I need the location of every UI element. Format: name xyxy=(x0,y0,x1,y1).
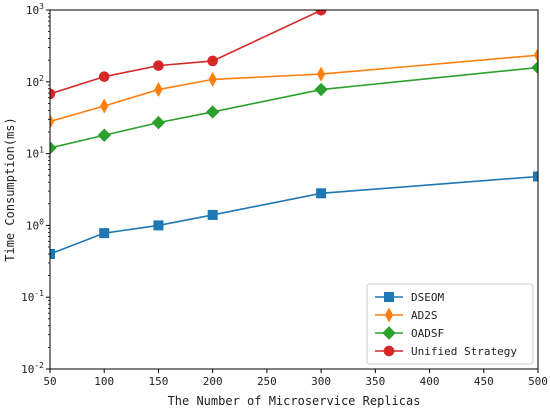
y-tick-label: 10-2 xyxy=(21,361,44,376)
data-point-unified-strategy xyxy=(153,60,164,71)
legend-label: DSEOM xyxy=(411,291,444,304)
y-axis: 10-2 10-1 100 101 102 103 xyxy=(21,2,50,376)
legend-label: AD2S xyxy=(411,309,438,322)
series-layer xyxy=(50,10,538,259)
legend-marker-unified-strategy xyxy=(383,345,395,357)
data-point-oadsf xyxy=(50,141,57,155)
series-line-ad2s xyxy=(50,54,538,123)
x-tick-label: 350 xyxy=(365,375,385,388)
data-point-ad2s xyxy=(316,66,326,82)
x-tick-label: 100 xyxy=(94,375,114,388)
legend-marker-dseom xyxy=(384,292,394,302)
legend-label: OADSF xyxy=(411,327,444,340)
legend-entry-ad2s: AD2S xyxy=(375,307,438,323)
legend: DSEOM AD2S OADSF Unified Strategy xyxy=(366,283,534,365)
y-tick-label: 103 xyxy=(26,2,44,17)
data-point-unified-strategy xyxy=(207,55,218,67)
data-point-ad2s xyxy=(154,82,163,98)
series-line-unified-strategy xyxy=(50,10,322,95)
legend-entry-oadsf: OADSF xyxy=(375,326,444,340)
y-tick-label: 10-1 xyxy=(21,289,44,304)
y-tick-label: 101 xyxy=(26,146,44,161)
data-point-ad2s xyxy=(100,98,109,114)
legend-marker-ad2s xyxy=(384,307,394,323)
legend-entry-dseom: DSEOM xyxy=(375,291,444,304)
data-point-dseom xyxy=(153,220,164,231)
x-tick-label: 200 xyxy=(203,375,223,388)
x-tick-label: 150 xyxy=(149,375,169,388)
data-point-dseom xyxy=(50,248,55,259)
x-tick-label: 50 xyxy=(43,375,56,388)
data-point-oadsf xyxy=(151,115,166,130)
series-oadsf xyxy=(50,60,538,155)
legend-marker-oadsf xyxy=(382,326,396,340)
legend-entry-unified-strategy: Unified Strategy xyxy=(375,345,517,358)
x-tick-label: 300 xyxy=(311,375,331,388)
x-axis: 50 100 150 200 250 300 350 400 450 500 xyxy=(43,369,548,388)
series-line-dseom xyxy=(50,175,538,255)
data-point-unified-strategy xyxy=(98,71,110,82)
data-point-oadsf xyxy=(531,60,538,75)
x-tick-label: 400 xyxy=(420,375,440,388)
data-point-dseom xyxy=(533,171,538,182)
x-tick-label: 500 xyxy=(528,375,548,388)
x-tick-label: 250 xyxy=(257,375,277,388)
x-axis-label: The Number of Microservice Replicas xyxy=(168,394,421,408)
data-point-dseom xyxy=(207,209,218,220)
data-point-oadsf xyxy=(205,105,220,119)
data-point-ad2s xyxy=(208,71,217,87)
data-point-ad2s xyxy=(50,113,55,130)
y-tick-label: 102 xyxy=(26,74,44,89)
plot-frame xyxy=(49,9,539,370)
data-point-oadsf xyxy=(97,128,111,142)
y-tick-label: 100 xyxy=(26,217,44,232)
x-tick-label: 450 xyxy=(474,375,494,388)
data-point-oadsf xyxy=(314,82,328,97)
series-line-oadsf xyxy=(50,66,538,149)
series-dseom xyxy=(50,171,538,259)
data-point-dseom xyxy=(316,188,327,199)
y-axis-label: Time Consumption(ms) xyxy=(3,117,17,262)
legend-label: Unified Strategy xyxy=(411,345,517,358)
data-point-ad2s xyxy=(533,47,538,63)
legend-box xyxy=(366,283,534,365)
data-point-dseom xyxy=(99,228,110,239)
series-ad2s xyxy=(50,47,538,130)
